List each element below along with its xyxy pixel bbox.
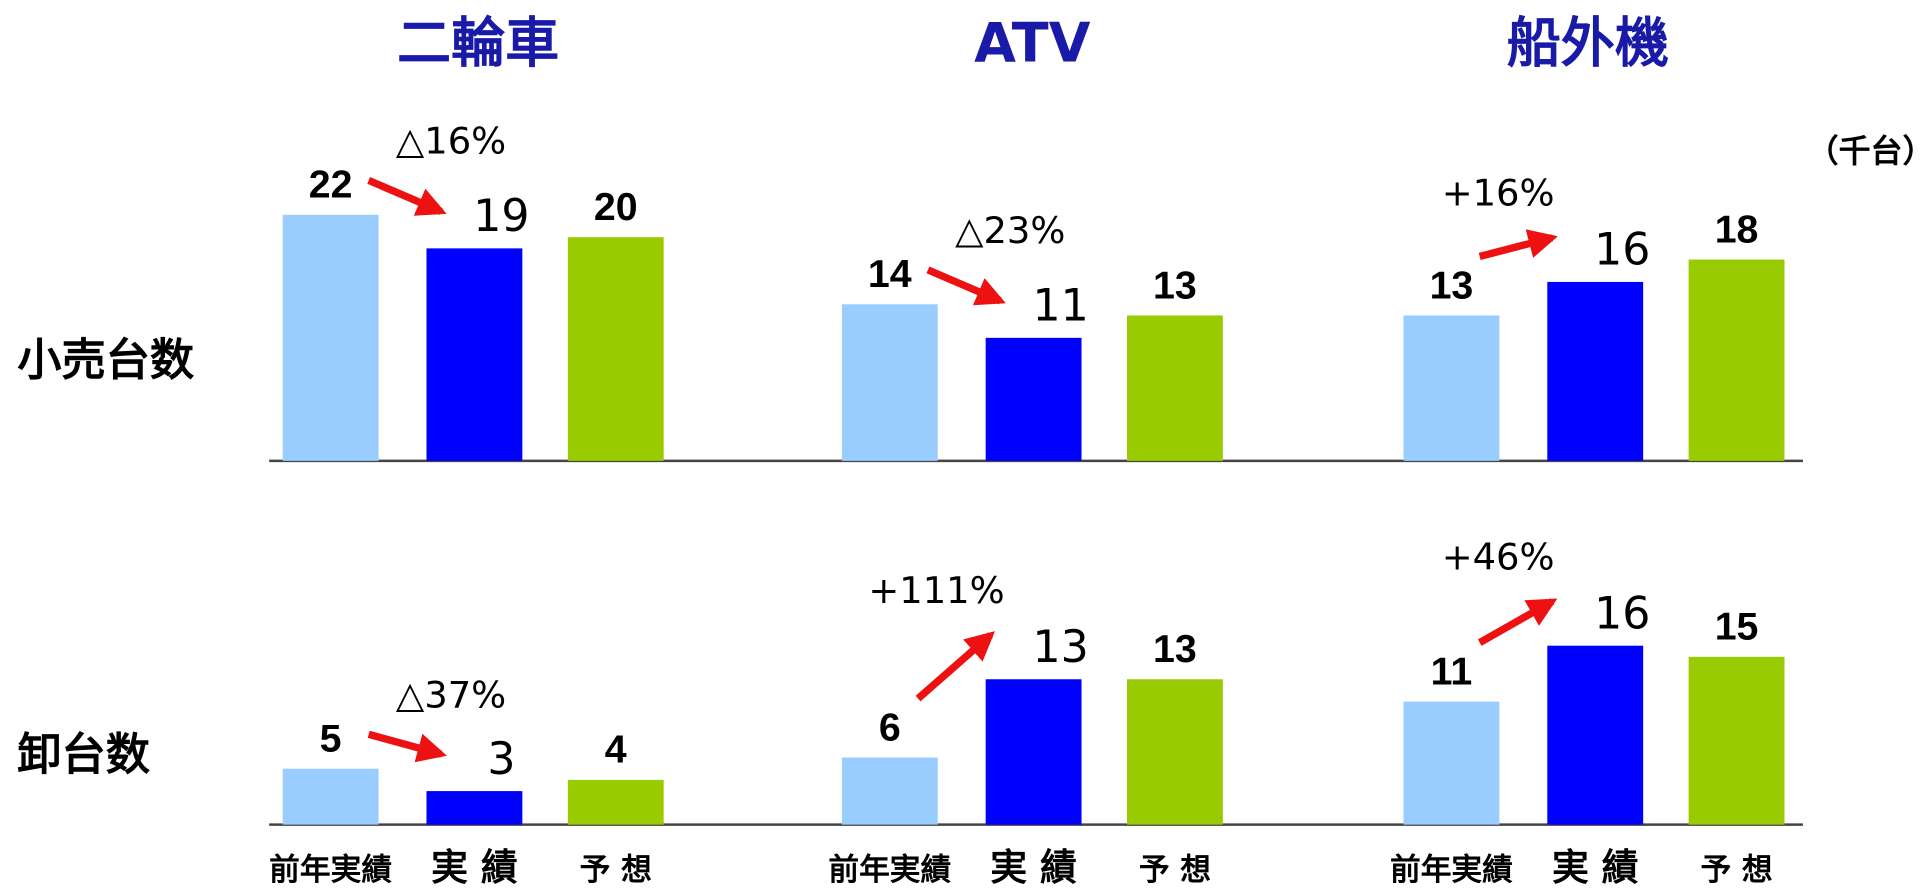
group-title: ATV [974,11,1091,74]
value-label: 16 [1594,225,1650,276]
bar [282,214,379,461]
value-label: 4 [605,728,627,772]
bar [1547,281,1644,461]
change-label: △37% [396,673,506,716]
bar [841,757,938,825]
value-label: 11 [1431,649,1473,693]
value-label: 14 [868,252,912,296]
change-label: +111% [868,569,1004,612]
change-label: +46% [1442,536,1555,579]
change-arrow [915,631,996,702]
value-label: 13 [1153,627,1197,671]
change-arrow [367,177,447,216]
change-arrow [926,266,1006,306]
bar [567,237,664,461]
value-label: 15 [1715,605,1759,649]
bar [567,779,664,825]
bar [1688,656,1785,825]
group-title: 二輪車 [397,11,559,74]
bar [1403,701,1500,825]
category-label: 予 想 [1139,852,1211,888]
value-label: 13 [1032,622,1088,673]
row-label: 小売台数 [17,335,195,386]
change-arrow [1477,598,1558,646]
value-label: 13 [1153,263,1197,307]
unit-label: （千台） [1807,132,1932,170]
value-label: 19 [473,191,529,242]
bar [282,768,379,825]
bar [1126,315,1223,461]
value-label: 3 [487,734,515,785]
bar [1403,315,1500,461]
bar [426,248,523,461]
category-label: 実 績 [1552,846,1639,889]
value-label: 16 [1594,588,1650,639]
bar [1547,645,1644,825]
bar [985,679,1082,825]
row-label: 卸台数 [17,729,150,780]
value-label: 13 [1430,263,1474,307]
category-label: 実 績 [990,846,1077,889]
change-arrow [1478,229,1558,261]
category-label: 前年実績 [269,852,392,888]
category-label: 実 績 [431,846,518,889]
change-label: +16% [1442,172,1555,215]
value-label: 6 [879,705,901,749]
value-label: 22 [309,163,353,207]
value-label: 11 [1032,281,1088,332]
group-title: 船外機 [1507,11,1669,74]
category-label: 前年実績 [1390,852,1513,888]
bar [985,337,1082,461]
bar [841,304,938,461]
change-label: △16% [396,119,506,162]
value-label: 20 [594,185,638,229]
bar [426,791,523,825]
bar [1688,259,1785,461]
value-label: 5 [320,717,342,761]
category-label: 予 想 [580,852,652,888]
category-label: 前年実績 [828,852,951,888]
value-label: 18 [1715,207,1759,251]
category-label: 予 想 [1700,852,1772,888]
change-label: △23% [955,209,1065,252]
change-arrow [367,730,447,763]
bar [1126,679,1223,825]
